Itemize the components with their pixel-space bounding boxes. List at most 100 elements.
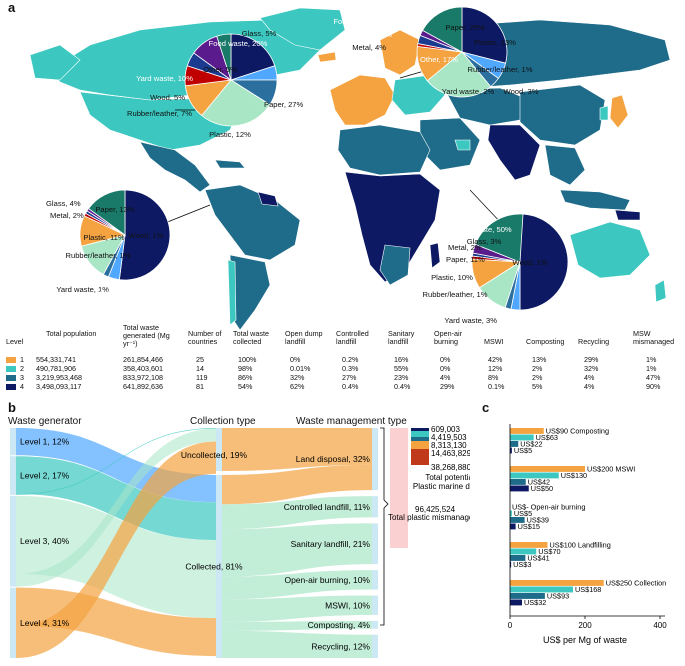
region-chile (227, 259, 237, 326)
cost-bar (510, 586, 573, 593)
pie-label: Glass, 3% (467, 237, 502, 246)
table-cell-level: 3 (20, 373, 24, 382)
table-cell-collected: 86% (238, 373, 253, 382)
table-cell-open-dump: 32% (290, 373, 305, 382)
table-cell-collected: 100% (238, 355, 257, 364)
th-collected: Total waste collected (233, 329, 269, 346)
table-cell-sanitary: 16% (394, 355, 409, 364)
table-cell-level: 4 (20, 382, 24, 391)
region-europe-west (329, 74, 396, 126)
region-new-zealand (654, 279, 667, 303)
table-cell-open-air: 29% (440, 382, 455, 391)
plastic-number: 4,419,503 (431, 433, 467, 442)
region-south-america-north (204, 184, 301, 261)
cost-bar-label: US$22 (520, 439, 542, 448)
sankey-node-management (372, 523, 378, 565)
pie-label: Yard waste, 10% (136, 74, 193, 83)
pie-label: Food waste, 29% (333, 17, 392, 26)
sankey-link (222, 595, 372, 622)
th-level: Level (6, 337, 24, 346)
sankey-generator-label: Level 2, 17% (20, 471, 70, 481)
table-cell-sanitary: 55% (394, 364, 409, 373)
sankey-link (222, 464, 372, 505)
pie3-chart (79, 189, 171, 281)
th-open-air: Open-air burning (434, 329, 462, 346)
pie-slice-paper (201, 79, 271, 127)
region-indonesia (559, 189, 631, 211)
x-tick-label: 400 (653, 621, 667, 630)
sankey-generator-label: Level 4, 31% (20, 618, 70, 628)
cost-bar-label: US$41 (527, 553, 549, 562)
sankey-management-label: Composting, 4% (308, 620, 371, 630)
table-cell-controlled: 0.2% (342, 355, 359, 364)
pie-label: Glass, 6% (357, 30, 392, 39)
th-population: Total population (46, 329, 97, 338)
table-cell-generated: 358,403,601 (123, 364, 163, 373)
pie-label: Metal, 2% (448, 243, 482, 252)
region-mexico-central (139, 141, 211, 193)
plastic-number: 609,003 (431, 425, 460, 434)
sankey-link (16, 441, 216, 658)
pie-slice-other (216, 33, 232, 81)
pie-labels-layer: Other, 5% Food waste, 20%Glass, 5% Metal, … (46, 17, 548, 337)
sankey-node-management (372, 634, 378, 658)
cost-bar-label: US$42 (528, 477, 550, 486)
cost-bar-label: US$15 (518, 522, 540, 531)
plastic-stack (390, 428, 429, 548)
table-cell-composting: 2% (532, 373, 543, 382)
table-row: 4 3,498,093,117 641,892,636 81 54% 62% 0.4% 0.4… (6, 383, 682, 392)
cost-bar-label: US$93 (547, 591, 569, 600)
region-greenland (259, 7, 346, 51)
x-tick-label: 200 (578, 621, 592, 630)
pie-label: Yard waste, 2% (442, 87, 495, 96)
plastic-mismanaged-value: 96,425,524 (415, 505, 456, 514)
pie-charts-layer (79, 6, 569, 311)
table-cell-open-dump: 0.01% (290, 364, 311, 373)
table-row: 2 490,781,906 358,403,601 14 98% 0.01% 0.3% 55%… (6, 365, 682, 374)
region-middle-east (419, 117, 481, 171)
region-scandinavia (379, 29, 421, 76)
th-recycling: Recycling (578, 337, 610, 346)
sankey-collection-label: Uncollected, 19% (181, 450, 248, 460)
pie-label: Wood, 5% (150, 93, 185, 102)
table-cell-controlled: 27% (342, 373, 357, 382)
cost-bar (510, 510, 512, 517)
cost-bar-label: US$39 (527, 515, 549, 524)
cost-bar-label: US$50 (531, 484, 553, 493)
sankey-management-label: Controlled landfill, 11% (284, 502, 371, 512)
region-madagascar (429, 242, 441, 269)
table-cell-controlled: 0.3% (342, 364, 359, 373)
sankey-link (16, 456, 216, 540)
region-china (519, 84, 606, 146)
table-cell-population: 554,331,741 (36, 355, 76, 364)
sankey-link (222, 496, 372, 530)
cost-bar (510, 542, 548, 548)
cost-bar (510, 434, 534, 441)
panel-label-b: b (8, 400, 16, 415)
table-cell-open-air: 0% (440, 364, 451, 373)
region-japan (609, 94, 629, 129)
pie-label: Rubber/leather, 1% (422, 290, 487, 299)
plastic-segment (411, 437, 429, 441)
cost-bar (510, 466, 585, 472)
pie-label: Paper, 11% (446, 255, 485, 264)
level-swatch (6, 375, 16, 381)
cost-bar (510, 548, 537, 555)
cost-bar-label: US$3 (513, 560, 531, 569)
pie-label: Rubber/leather, 1% (65, 251, 130, 260)
pie-slice-food-waste (461, 6, 508, 64)
panel-label-c: c (482, 400, 490, 415)
x-tick-label: 0 (508, 621, 513, 630)
table-cell-mismanaged: 90% (646, 382, 661, 391)
cost-bar-panel: c US$90 Composting US$63 US$22 US$5 US$200 M… (470, 400, 685, 666)
table-cell-countries: 81 (196, 382, 204, 391)
sankey-link (222, 630, 372, 658)
table-cell-countries: 25 (196, 355, 204, 364)
table-cell-level: 2 (20, 364, 24, 373)
pie-label: Food waste, 20% (209, 39, 268, 48)
cost-bar-label: US$100 Landfilling (550, 540, 611, 549)
plastic-number: 14,463,829 (431, 449, 470, 458)
cost-bar-label: US$5 (514, 509, 532, 518)
pie-slice-food-waste (118, 189, 171, 281)
table-cell-recycling: 29% (584, 355, 599, 364)
